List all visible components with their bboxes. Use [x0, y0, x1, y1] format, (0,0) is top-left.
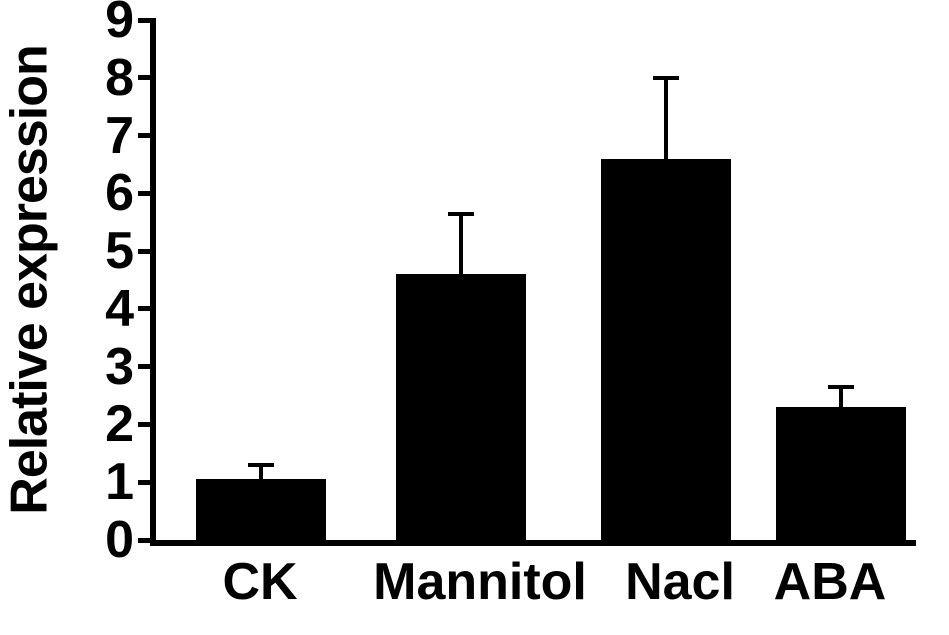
y-tick [138, 538, 156, 543]
x-category-label: ABA [774, 552, 887, 612]
x-category-label: Mannitol [373, 552, 587, 612]
plot-area: 0123456789 [150, 20, 916, 546]
error-bar-line [664, 78, 668, 159]
y-tick [138, 364, 156, 369]
y-tick [138, 422, 156, 427]
bar [776, 407, 906, 540]
y-tick-label: 8 [105, 48, 134, 108]
y-tick-label: 0 [105, 510, 134, 570]
y-tick [138, 480, 156, 485]
y-tick [138, 191, 156, 196]
error-bar-cap [828, 385, 854, 389]
y-tick-label: 4 [105, 279, 134, 339]
y-tick-label: 2 [105, 394, 134, 454]
bar [396, 274, 526, 540]
y-tick-label: 7 [105, 106, 134, 166]
error-bar-line [259, 465, 263, 479]
y-tick [138, 133, 156, 138]
y-tick-label: 1 [105, 452, 134, 512]
x-category-label: Nacl [625, 552, 735, 612]
y-tick-label: 9 [105, 0, 134, 50]
expression-bar-chart: Relative expression 0123456789 CK Mannito… [0, 0, 949, 635]
y-tick-label: 5 [105, 221, 134, 281]
x-category-label: CK [222, 552, 297, 612]
y-tick [138, 18, 156, 23]
error-bar-cap [653, 76, 679, 80]
error-bar-line [459, 214, 463, 275]
bar [196, 479, 326, 540]
y-axis-label: Relative expression [0, 45, 60, 514]
error-bar-cap [448, 212, 474, 216]
y-tick [138, 75, 156, 80]
y-tick-label: 6 [105, 163, 134, 223]
y-tick [138, 249, 156, 254]
y-axis-label-container: Relative expression [0, 0, 60, 560]
bar [601, 159, 731, 540]
y-tick [138, 306, 156, 311]
error-bar-cap [248, 463, 274, 467]
error-bar-line [839, 387, 843, 407]
y-tick-label: 3 [105, 337, 134, 397]
